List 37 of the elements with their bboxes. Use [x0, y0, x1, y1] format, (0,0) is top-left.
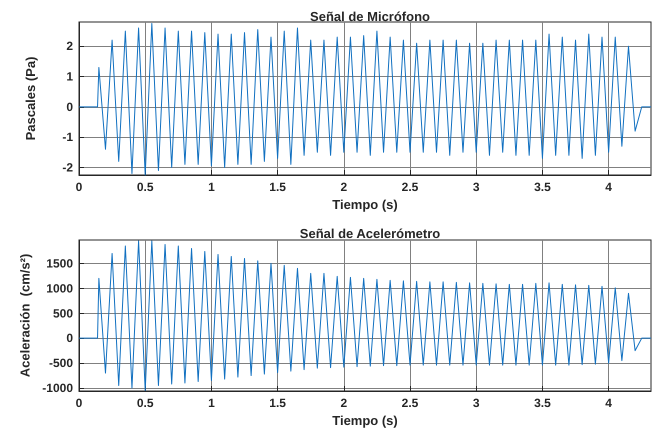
x-tick-label: 0.5 — [136, 180, 154, 194]
chart-title: Señal de Micrófono — [310, 9, 430, 24]
x-tick-label: 1 — [208, 180, 216, 194]
y-tick-label: -1000 — [42, 381, 74, 396]
y-tick-label: 0 — [66, 100, 74, 114]
x-tick-label: 0.5 — [136, 396, 154, 410]
x-tick-label: 3 — [472, 180, 480, 194]
x-tick-label: 3.5 — [534, 396, 552, 410]
x-tick-label: 2.5 — [402, 180, 419, 194]
x-tick-label: 0 — [76, 396, 83, 410]
x-tick-label: 4 — [605, 396, 612, 410]
x-tick-label: 4 — [605, 180, 612, 194]
x-tick-label: 0 — [76, 180, 83, 194]
x-tick-label: 2 — [340, 396, 348, 410]
x-tick-label: 1.5 — [269, 396, 286, 410]
y-tick-label: 500 — [52, 306, 74, 320]
y-axis-title: Pascales (Pa) — [23, 56, 38, 140]
x-tick-label: 2 — [340, 180, 348, 194]
x-tick-label: 1.5 — [269, 180, 286, 194]
chart-title: Señal de Acelerómetro — [300, 226, 440, 241]
y-axis-title: Aceleración (cm/s²) — [17, 254, 32, 378]
x-tick-label: 1 — [208, 396, 216, 410]
line-series — [78, 240, 652, 391]
y-tick-label: -2 — [62, 160, 74, 174]
x-tick-label: 3.5 — [534, 180, 552, 194]
y-tick-label: 0 — [66, 331, 74, 346]
x-axis-title: Tiempo (s) — [332, 197, 398, 212]
y-tick-label: -1 — [62, 130, 74, 144]
y-tick-label: -500 — [48, 356, 74, 370]
x-axis-title: Tiempo (s) — [332, 413, 398, 428]
line-series — [78, 23, 652, 176]
x-tick-label: 3 — [472, 396, 480, 410]
y-tick-label: 2 — [66, 39, 74, 54]
y-tick-label: 1000 — [46, 281, 74, 296]
x-tick-label: 2.5 — [402, 396, 419, 410]
y-tick-label: 1 — [66, 70, 74, 84]
y-tick-label: 1500 — [46, 256, 74, 270]
